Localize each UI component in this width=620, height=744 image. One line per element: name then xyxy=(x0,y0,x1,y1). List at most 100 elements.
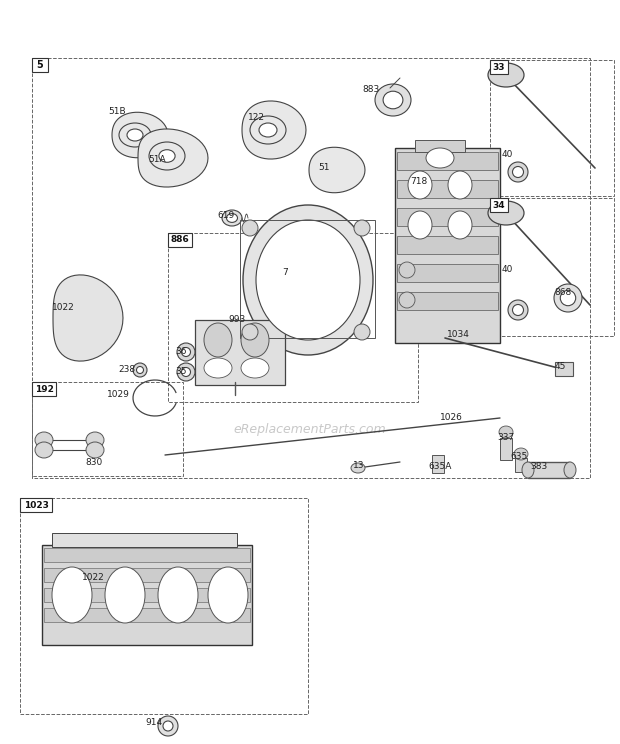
Text: 993: 993 xyxy=(228,315,246,324)
Ellipse shape xyxy=(375,84,411,116)
Bar xyxy=(52,533,237,547)
Text: 635: 635 xyxy=(510,452,527,461)
Bar xyxy=(195,320,285,385)
Text: 383: 383 xyxy=(530,462,547,471)
Polygon shape xyxy=(242,101,306,159)
Ellipse shape xyxy=(226,214,237,222)
Bar xyxy=(490,60,508,74)
Text: 36: 36 xyxy=(175,347,187,356)
Ellipse shape xyxy=(399,292,415,308)
Ellipse shape xyxy=(354,220,370,236)
Bar xyxy=(32,382,56,396)
Text: eReplacementParts.com: eReplacementParts.com xyxy=(234,423,386,437)
Bar xyxy=(397,208,498,226)
Bar xyxy=(20,498,308,714)
Ellipse shape xyxy=(513,304,523,315)
Text: 192: 192 xyxy=(35,385,53,394)
Ellipse shape xyxy=(222,210,242,226)
Ellipse shape xyxy=(149,142,185,170)
Bar xyxy=(395,148,500,343)
Ellipse shape xyxy=(177,363,195,381)
Text: 1029: 1029 xyxy=(107,390,130,399)
Ellipse shape xyxy=(412,176,436,192)
Bar xyxy=(240,220,375,338)
Bar xyxy=(44,608,250,622)
Text: 868: 868 xyxy=(554,288,571,297)
Bar xyxy=(397,264,498,282)
Ellipse shape xyxy=(133,363,147,377)
Ellipse shape xyxy=(408,211,432,239)
Ellipse shape xyxy=(242,220,258,236)
Text: 914: 914 xyxy=(145,718,162,727)
Ellipse shape xyxy=(499,426,513,438)
Ellipse shape xyxy=(488,201,524,225)
Bar xyxy=(32,382,183,476)
Ellipse shape xyxy=(560,290,576,306)
Text: 13: 13 xyxy=(353,461,365,470)
Ellipse shape xyxy=(119,123,151,147)
Text: 635A: 635A xyxy=(428,462,451,471)
Bar xyxy=(397,180,498,198)
Bar xyxy=(555,362,573,376)
Bar xyxy=(20,498,52,512)
Bar xyxy=(32,58,590,478)
Ellipse shape xyxy=(204,358,232,378)
Bar xyxy=(432,455,444,473)
Text: 238: 238 xyxy=(118,365,135,374)
Text: 40: 40 xyxy=(502,150,513,159)
Bar xyxy=(397,236,498,254)
Bar xyxy=(44,568,250,582)
Ellipse shape xyxy=(105,567,145,623)
Bar xyxy=(168,233,192,247)
Bar xyxy=(415,140,465,152)
Ellipse shape xyxy=(243,205,373,355)
Ellipse shape xyxy=(426,148,454,168)
Ellipse shape xyxy=(564,462,576,478)
Ellipse shape xyxy=(35,442,53,458)
Ellipse shape xyxy=(354,324,370,340)
Ellipse shape xyxy=(159,150,175,162)
Ellipse shape xyxy=(488,63,524,87)
Ellipse shape xyxy=(250,116,286,144)
Ellipse shape xyxy=(448,171,472,199)
Bar xyxy=(397,152,498,170)
Text: 122: 122 xyxy=(248,113,265,122)
Ellipse shape xyxy=(35,432,53,448)
Bar xyxy=(490,198,614,336)
Text: 1026: 1026 xyxy=(440,413,463,422)
Ellipse shape xyxy=(241,358,269,378)
Ellipse shape xyxy=(508,162,528,182)
Text: 1022: 1022 xyxy=(52,303,75,312)
Ellipse shape xyxy=(242,324,258,340)
Ellipse shape xyxy=(136,367,143,373)
Ellipse shape xyxy=(399,262,415,278)
Ellipse shape xyxy=(86,442,104,458)
Polygon shape xyxy=(309,147,365,193)
Ellipse shape xyxy=(127,129,143,141)
Ellipse shape xyxy=(208,567,248,623)
Ellipse shape xyxy=(351,463,365,473)
Polygon shape xyxy=(112,112,168,158)
Text: 51B: 51B xyxy=(108,107,126,116)
Text: 34: 34 xyxy=(493,200,505,210)
Ellipse shape xyxy=(52,567,92,623)
Bar xyxy=(490,60,614,196)
Text: 830: 830 xyxy=(85,458,102,467)
Text: 886: 886 xyxy=(170,236,189,245)
Bar xyxy=(44,548,250,562)
Ellipse shape xyxy=(383,92,403,109)
Bar xyxy=(515,458,527,472)
Bar xyxy=(490,198,508,212)
Text: 33: 33 xyxy=(493,62,505,71)
Polygon shape xyxy=(53,275,123,361)
Ellipse shape xyxy=(522,462,534,478)
Ellipse shape xyxy=(408,171,432,199)
Text: 45: 45 xyxy=(555,362,567,371)
Bar xyxy=(32,58,48,72)
Ellipse shape xyxy=(86,432,104,448)
Ellipse shape xyxy=(158,716,178,736)
Text: 1023: 1023 xyxy=(24,501,48,510)
Bar xyxy=(500,438,512,460)
Text: 35: 35 xyxy=(175,367,187,376)
Text: 51A: 51A xyxy=(148,155,166,164)
